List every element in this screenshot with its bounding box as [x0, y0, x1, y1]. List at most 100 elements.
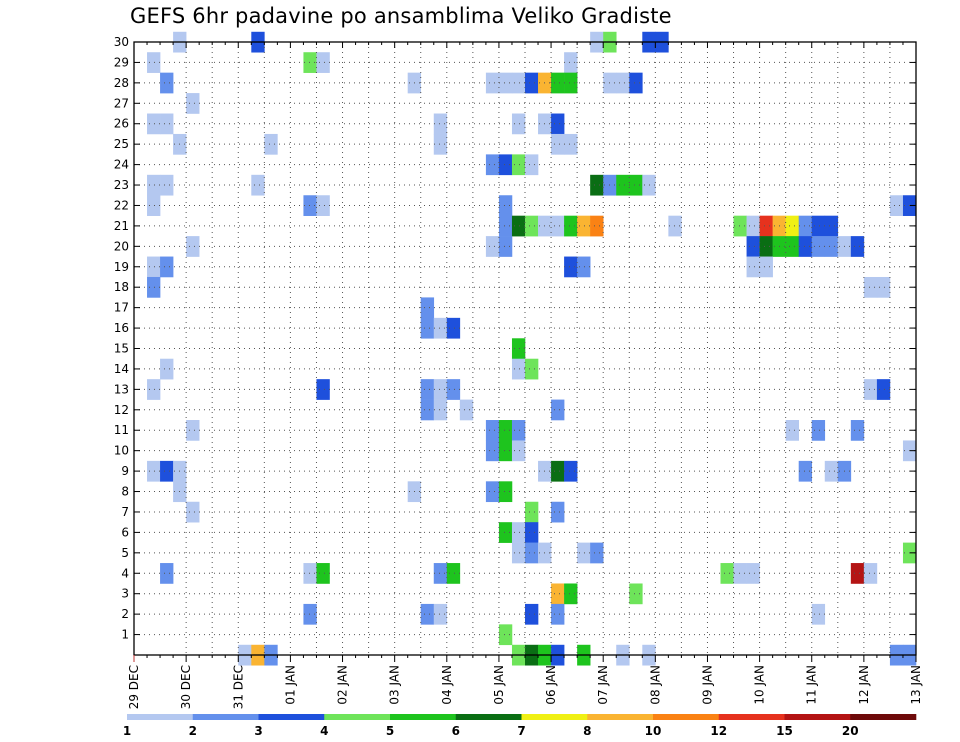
heatmap-cell [446, 317, 461, 339]
legend-label: 15 [776, 724, 793, 738]
y-tick-label: 27 [114, 96, 129, 110]
x-tick-label: 05 JAN [492, 665, 506, 705]
y-tick-label: 23 [114, 178, 129, 192]
heatmap-cell [316, 379, 330, 400]
heatmap-cell [160, 563, 174, 584]
x-tick-label: 29 DEC [127, 665, 141, 709]
legend-label: 7 [517, 724, 525, 738]
heatmap-cell [733, 563, 747, 584]
heatmap-cell [485, 236, 500, 257]
legend-swatch [587, 714, 654, 720]
x-tick-label: 06 JAN [544, 665, 558, 705]
legend-swatch [718, 714, 785, 720]
y-tick-label: 13 [114, 382, 129, 396]
heatmap-cell [590, 215, 604, 237]
heatmap-cell [551, 215, 565, 237]
heatmap-cell [498, 522, 513, 543]
heatmap-cell [420, 399, 435, 421]
heatmap-cell [498, 440, 513, 462]
grid-lines [134, 41, 916, 655]
heatmap-cell [511, 420, 526, 441]
heatmap-cell [147, 256, 161, 278]
legend-swatch [127, 714, 194, 720]
heatmap-cell [420, 317, 435, 339]
heatmap-cell [798, 236, 813, 257]
heatmap-cell [147, 113, 161, 135]
y-tick-label: 19 [114, 260, 129, 274]
y-tick-label: 15 [114, 342, 129, 356]
heatmap-cell [147, 52, 161, 73]
y-tick-label: 12 [114, 403, 129, 417]
y-axis: 1234567891011121314151617181920212223242… [114, 35, 916, 642]
legend-swatch [455, 714, 522, 720]
heatmap-cell [811, 603, 826, 625]
heatmap-cell [485, 440, 500, 462]
heatmap-cell [525, 542, 539, 564]
heatmap-cell [785, 420, 799, 441]
heatmap-cell [147, 460, 161, 482]
heatmap-cell [316, 52, 330, 73]
heatmap-cell [498, 215, 513, 237]
x-tick-label: 07 JAN [596, 665, 610, 705]
heatmap-cell [577, 215, 591, 237]
heatmap-cell [147, 195, 161, 216]
heatmap-cells [147, 31, 917, 666]
heatmap-cell [863, 379, 878, 400]
y-tick-label: 11 [114, 423, 129, 437]
y-tick-label: 5 [121, 546, 129, 560]
x-tick-label: 02 JAN [336, 665, 350, 705]
heatmap-cell [564, 256, 578, 278]
heatmap-cell [759, 236, 773, 257]
heatmap-cell [303, 603, 317, 625]
heatmap-cell [303, 195, 317, 216]
heatmap-cell [863, 563, 878, 584]
y-tick-label: 20 [114, 239, 129, 253]
y-tick-label: 30 [114, 35, 129, 49]
legend-label: 8 [583, 724, 591, 738]
legend-swatch [390, 714, 457, 720]
heatmap-cell [160, 358, 174, 380]
heatmap-cell [889, 195, 904, 216]
heatmap-cell [264, 133, 278, 155]
heatmap-cell [720, 563, 734, 584]
heatmap-cell [511, 522, 526, 543]
heatmap-cell [811, 215, 826, 237]
heatmap-cell [511, 215, 526, 237]
heatmap-cell [186, 93, 200, 114]
heatmap-cell [433, 317, 448, 339]
y-tick-label: 2 [121, 607, 129, 621]
legend-swatch [850, 714, 917, 720]
heatmap-cell [525, 522, 539, 543]
heatmap-cell [551, 460, 565, 482]
heatmap-cell [316, 195, 330, 216]
legend-label: 20 [842, 724, 859, 738]
y-tick-label: 10 [114, 444, 129, 458]
heatmap-cell [798, 460, 813, 482]
heatmap-cell [420, 297, 435, 319]
heatmap-cell [850, 420, 865, 441]
heatmap-cell [577, 542, 591, 564]
x-tick-label: 10 JAN [753, 665, 767, 705]
heatmap-cell [511, 542, 526, 564]
x-tick-label: 31 DEC [231, 665, 245, 709]
y-tick-label: 9 [121, 464, 129, 478]
color-legend: 1 2 3 4 5 6 7 8 10 12 15 20 [123, 714, 917, 738]
heatmap-cell [498, 420, 513, 441]
heatmap-cell [459, 399, 474, 421]
heatmap-cell [759, 256, 773, 278]
heatmap-cell [485, 154, 500, 176]
heatmap-cell [498, 195, 513, 216]
x-tick-label: 12 JAN [857, 665, 871, 705]
chart-title: GEFS 6hr padavine po ansamblima Veliko G… [130, 4, 672, 28]
heatmap-cell [551, 133, 565, 155]
x-tick-label: 03 JAN [388, 665, 402, 705]
heatmap-cell [642, 174, 656, 196]
heatmap-cell [733, 215, 747, 237]
heatmap-cell [147, 276, 161, 298]
y-tick-label: 18 [114, 280, 129, 294]
heatmap-cell [551, 583, 565, 605]
heatmap-cell [485, 72, 500, 94]
legend-label: 6 [452, 724, 460, 738]
heatmap-cell [160, 113, 174, 135]
legend-swatch [324, 714, 391, 720]
